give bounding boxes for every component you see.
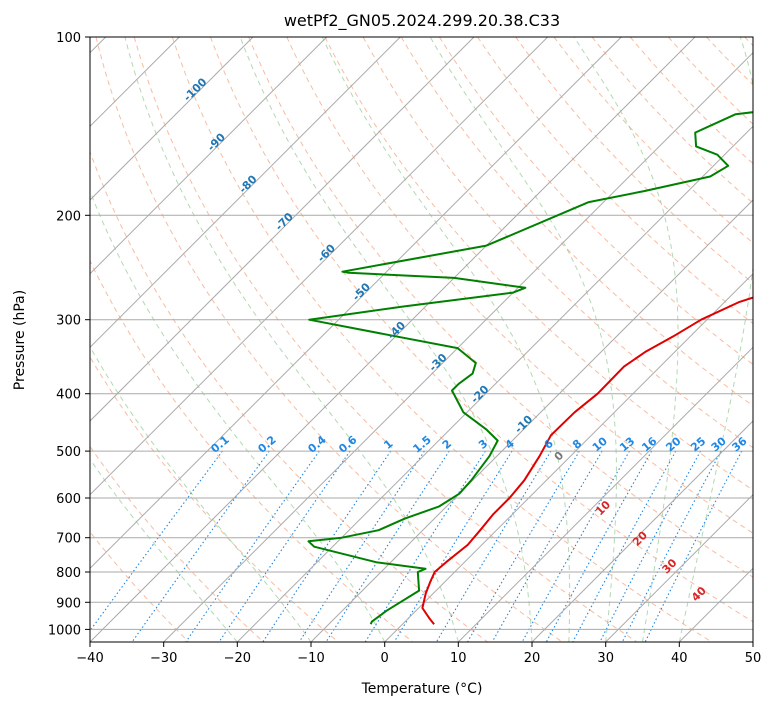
x-axis-title: Temperature (°C) (361, 681, 483, 697)
y-tick-label: 700 (56, 532, 81, 547)
dry-adiabat (90, 150, 488, 642)
x-tick-label: 10 (450, 651, 467, 666)
y-tick-label: 600 (56, 492, 81, 507)
plot-background (90, 37, 753, 642)
isotherm-line (90, 37, 254, 201)
dry-adiabat (210, 37, 753, 623)
dry-adiabat (629, 37, 753, 165)
x-axis-ticks: −40 −30 −20 −10 0 10 20 30 40 50 (76, 642, 761, 666)
dry-adiabat (438, 37, 753, 365)
dry-adiabat (133, 37, 638, 642)
dry-adiabat (90, 356, 339, 642)
x-tick-label: −30 (150, 651, 177, 666)
dry-adiabat (362, 37, 753, 449)
isotherm-line (752, 641, 753, 642)
plot-frame (89, 36, 754, 643)
moist-adiabat (90, 346, 312, 642)
mixing-ratio-line (90, 450, 223, 632)
x-tick-label: 50 (745, 651, 762, 666)
dry-adiabat (591, 37, 753, 204)
y-tick-label: 900 (56, 596, 81, 611)
y-tick-label: 800 (56, 566, 81, 581)
mixing-ratio-line (185, 450, 320, 642)
mixing-ratio-line (218, 450, 351, 642)
x-tick-label: 0 (381, 651, 389, 666)
isotherm-line (457, 346, 753, 642)
mixing-ratio-line (545, 450, 653, 642)
dry-adiabat (248, 37, 753, 578)
chart-title: wetPf2_GN05.2024.299.20.38.C33 (284, 11, 560, 31)
dry-adiabat (286, 37, 753, 534)
isotherm-line (605, 493, 753, 642)
dewpoint-profile-line (307, 111, 753, 625)
y-axis-title: Pressure (hPa) (12, 290, 28, 390)
isotherm-line (90, 37, 401, 349)
y-tick-label: 400 (56, 388, 81, 403)
moist-adiabat (429, 37, 617, 642)
mixing-ratio-line (599, 450, 701, 642)
y-tick-label: 300 (56, 314, 81, 329)
y-tick-label: 100 (56, 31, 81, 46)
dry-adiabat (90, 259, 414, 642)
isotherm-line (90, 37, 328, 275)
mixing-ratio-line (262, 450, 392, 642)
isotherm-line (163, 51, 753, 642)
dry-adiabat (90, 531, 190, 642)
x-tick-label: 30 (597, 651, 614, 666)
isotherm-line (90, 37, 622, 570)
x-tick-label: −40 (76, 651, 103, 666)
mixing-ratio-line (521, 450, 630, 642)
background-lines (90, 37, 753, 642)
x-tick-label: −10 (297, 651, 324, 666)
dry-adiabat (515, 37, 753, 284)
isotherm-line (236, 125, 753, 642)
y-axis-ticks: 100 200 300 400 500 600 700 800 900 1000 (48, 31, 90, 638)
moist-adiabat (124, 37, 459, 642)
isotherm-line (90, 37, 549, 496)
moist-adiabat (90, 458, 238, 642)
isotherm-line (310, 199, 753, 642)
mixing-ratio-line (621, 450, 722, 642)
isotherm-line (90, 37, 696, 642)
y-tick-label: 500 (56, 445, 81, 460)
moist-adiabat (239, 37, 533, 642)
x-tick-label: 40 (671, 651, 688, 666)
profile-series (307, 111, 753, 625)
mixing-ratio-line (644, 450, 743, 642)
dry-adiabat (324, 37, 753, 491)
isotherm-line (90, 37, 475, 422)
x-tick-label: 20 (524, 651, 541, 666)
x-tick-label: −20 (224, 651, 251, 666)
moist-adiabat (573, 37, 679, 642)
y-tick-label: 1000 (48, 623, 81, 638)
moist-adiabat (90, 189, 386, 642)
mixing-ratio-line (298, 450, 425, 642)
mixing-ratio-line (491, 450, 603, 642)
isotherm-line (384, 272, 753, 642)
dry-adiabat (477, 37, 753, 325)
mixing-ratio-line (572, 450, 677, 642)
dry-adiabat (171, 37, 712, 642)
dry-adiabat (400, 37, 753, 407)
isotherm-line (531, 420, 753, 642)
temperature-profile-line (421, 296, 753, 625)
grid-lines (90, 37, 753, 642)
y-tick-label: 200 (56, 209, 81, 224)
